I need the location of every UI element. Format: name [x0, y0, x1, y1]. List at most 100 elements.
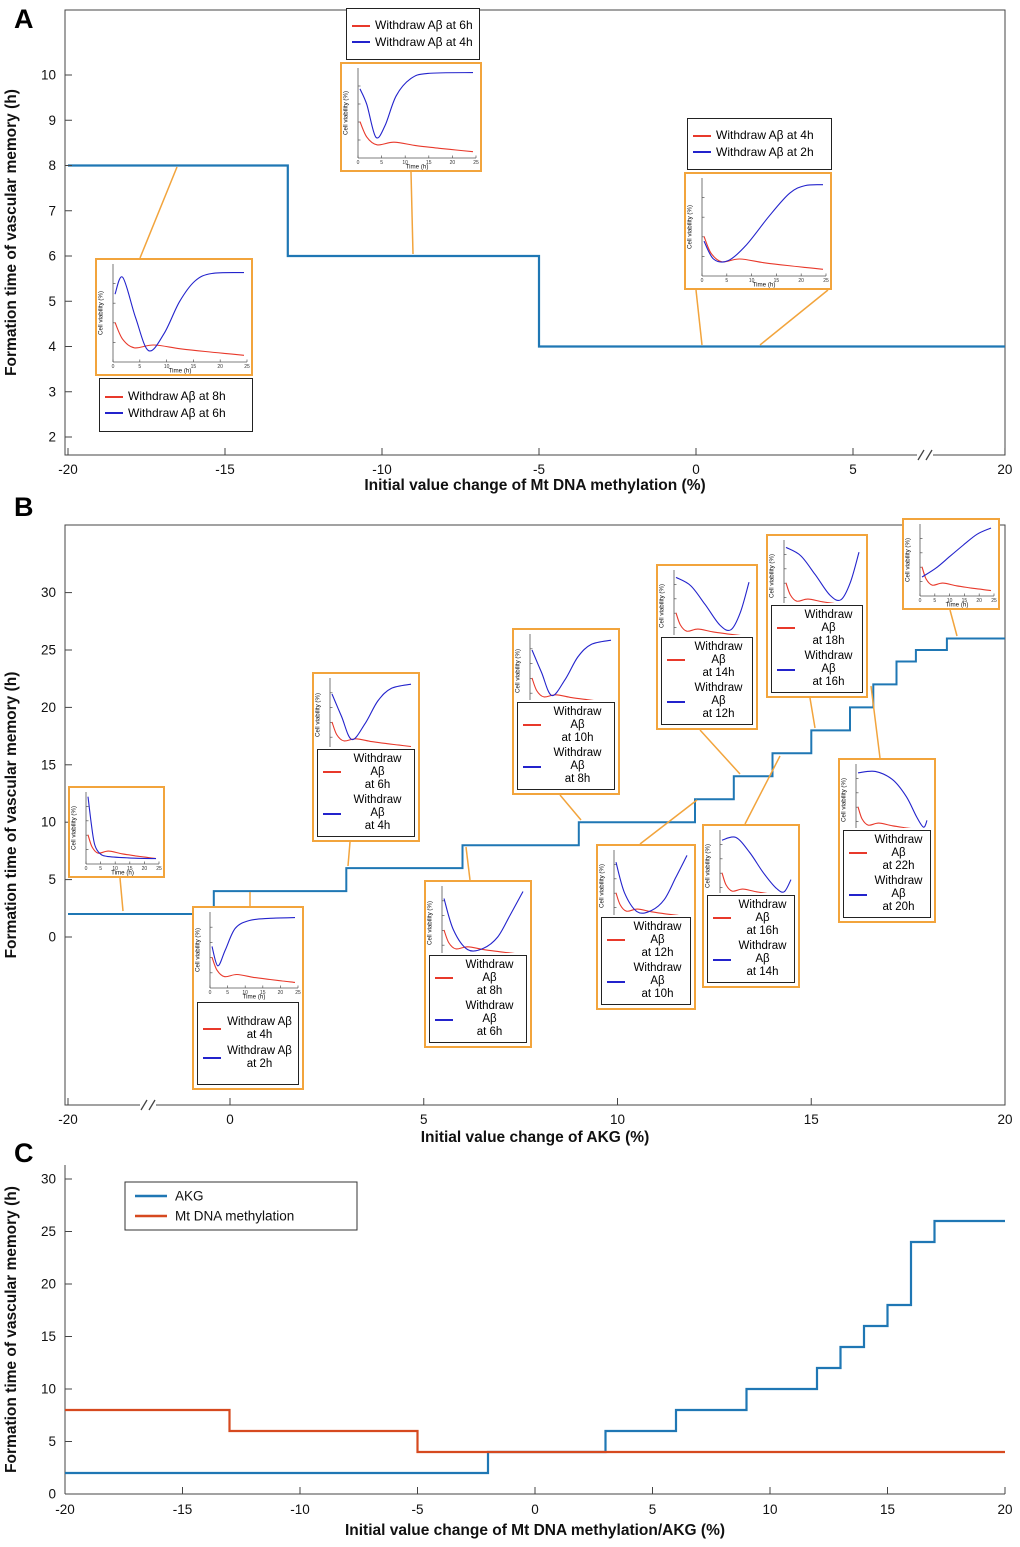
legend-label: Withdraw Aβ at 14h: [738, 940, 787, 979]
panel-legend: [124, 1181, 358, 1231]
svg-text:25: 25: [823, 278, 829, 284]
inset-legend: Withdraw Aβ at 8h Withdraw Aβ at 6h: [429, 954, 527, 1043]
inset-legend-entry: Withdraw Aβ at 10h: [607, 962, 685, 1001]
inset-legend-entry: Withdraw Aβ at 18h: [777, 609, 857, 648]
svg-text:5: 5: [226, 990, 229, 996]
svg-text:15: 15: [191, 364, 197, 370]
svg-text:10: 10: [164, 364, 170, 370]
legend-label: Mt DNA methylation: [175, 1209, 294, 1224]
panel-a-xlabel: Initial value change of Mt DNA methylati…: [364, 477, 705, 494]
x-tick-label: 10: [762, 1502, 777, 1517]
y-tick-label: 5: [48, 1434, 56, 1449]
legend-line-sample: [607, 939, 625, 942]
legend-line-sample: [323, 812, 341, 815]
inset-ylabel: Cell viability (%): [905, 538, 912, 582]
legend-label: Withdraw Aβ at 8h: [128, 389, 226, 404]
x-tick-label: -20: [55, 1502, 75, 1517]
inset-legend-entry: Withdraw Aβ at 14h: [713, 940, 789, 979]
legend-line-sample: [777, 627, 795, 630]
x-tick-label: 20: [997, 462, 1012, 477]
x-tick-label: -10: [372, 462, 392, 477]
svg-text:5: 5: [99, 866, 102, 872]
inset-blue-curve: [857, 770, 928, 828]
inset-blue-curve: [443, 891, 524, 952]
svg-text:25: 25: [156, 866, 162, 872]
panel-b-chart: -20 0 5 10 15 20 0 5 10 15 20 25 30 Initial value cha…: [3, 524, 1013, 1146]
panel-b-xlabel: Initial value change of AKG (%): [421, 1129, 650, 1146]
x-tick-label: 20: [997, 1112, 1012, 1127]
y-tick-label: 25: [41, 643, 56, 658]
inset-legend: Withdraw Aβ at 18h Withdraw Aβ at 16h: [771, 604, 863, 693]
x-tick-label: -20: [58, 462, 78, 477]
inset-blue-curve: [211, 917, 296, 967]
y-tick-label: 15: [41, 1329, 56, 1344]
legend-line-sample: [352, 41, 370, 44]
inset-blue-curve: [531, 639, 612, 697]
svg-text:0: 0: [701, 278, 704, 284]
legend-label: Withdraw Aβ at 4h: [375, 34, 473, 49]
inset-blue-curve: [785, 546, 860, 602]
inset-ylabel: Cell viability (%): [705, 844, 712, 888]
x-tick-label: -10: [290, 1502, 310, 1517]
inset-ylabel: Cell viability (%): [515, 649, 522, 693]
inset-b-far-left: 0 5 10 15 20 25 Time (h) Cell viability (%): [68, 786, 165, 878]
legend-label: Withdraw Aβ at 8h: [465, 958, 514, 997]
legend-line-sample: [693, 134, 711, 137]
legend-line-sample: [352, 24, 370, 27]
svg-text:10: 10: [242, 990, 248, 996]
legend-label: Withdraw Aβ at 2h: [716, 144, 814, 159]
legend-label: Withdraw Aβ at 14h: [694, 640, 743, 679]
inset-ylabel: Cell viability (%): [769, 554, 776, 598]
inset-red-curve: [703, 236, 824, 270]
x-tick-label: 20: [997, 1502, 1012, 1517]
legend-label: Withdraw Aβ at 4h: [353, 794, 402, 833]
y-tick-label: 20: [41, 1277, 56, 1292]
legend-line-sample: [693, 151, 711, 154]
svg-text:20: 20: [278, 990, 284, 996]
svg-text:0: 0: [209, 990, 212, 996]
y-tick-label: 8: [48, 158, 56, 173]
inset-ylabel: Cell viability (%): [71, 806, 78, 850]
x-tick-label: 15: [880, 1502, 895, 1517]
panel-label-a: A: [14, 4, 34, 34]
inset-xlabel: Time (h): [753, 282, 776, 289]
inset-b-top-right: 0 5 10 15 20 25 Time (h) Cell viability (%): [902, 518, 1000, 610]
inset-legend-entry: Withdraw Aβ at 10h: [523, 706, 609, 745]
y-tick-label: 30: [41, 1172, 56, 1187]
y-tick-label: 4: [48, 339, 56, 354]
panel-label-b: B: [14, 492, 34, 522]
inset-blue-curve: [359, 72, 474, 139]
inset-blue-curve: [114, 272, 245, 352]
x-tick-label: 0: [692, 462, 700, 477]
y-tick-label: 0: [48, 930, 56, 945]
svg-text:0: 0: [919, 598, 922, 604]
inset-legend: Withdraw Aβ at 16h Withdraw Aβ at 14h: [707, 894, 795, 983]
svg-text:25: 25: [473, 160, 479, 166]
y-tick-label: 2: [48, 430, 56, 445]
inset-legend-entry: Withdraw Aβ at 6h: [105, 406, 247, 420]
inset-xlabel: Time (h): [243, 994, 266, 1001]
svg-text:20: 20: [142, 866, 148, 872]
y-tick-label: 10: [41, 68, 56, 83]
y-tick-label: 10: [41, 815, 56, 830]
inset-ylabel: Cell viability (%): [841, 778, 848, 822]
inset-legend-entry: Withdraw Aβ at 22h: [849, 834, 925, 873]
inset-ylabel: Cell viability (%): [195, 928, 202, 972]
inset-legend-entry: Withdraw Aβ at 14h: [667, 641, 747, 680]
legend-label: Withdraw Aβ at 6h: [375, 18, 473, 33]
inset-ylabel: Cell viability (%): [343, 91, 350, 135]
x-tick-label: -20: [58, 1112, 78, 1127]
inset-legend-entry: Withdraw Aβ at 2h: [203, 1045, 293, 1071]
inset-ylabel: Cell viability (%): [659, 584, 666, 628]
